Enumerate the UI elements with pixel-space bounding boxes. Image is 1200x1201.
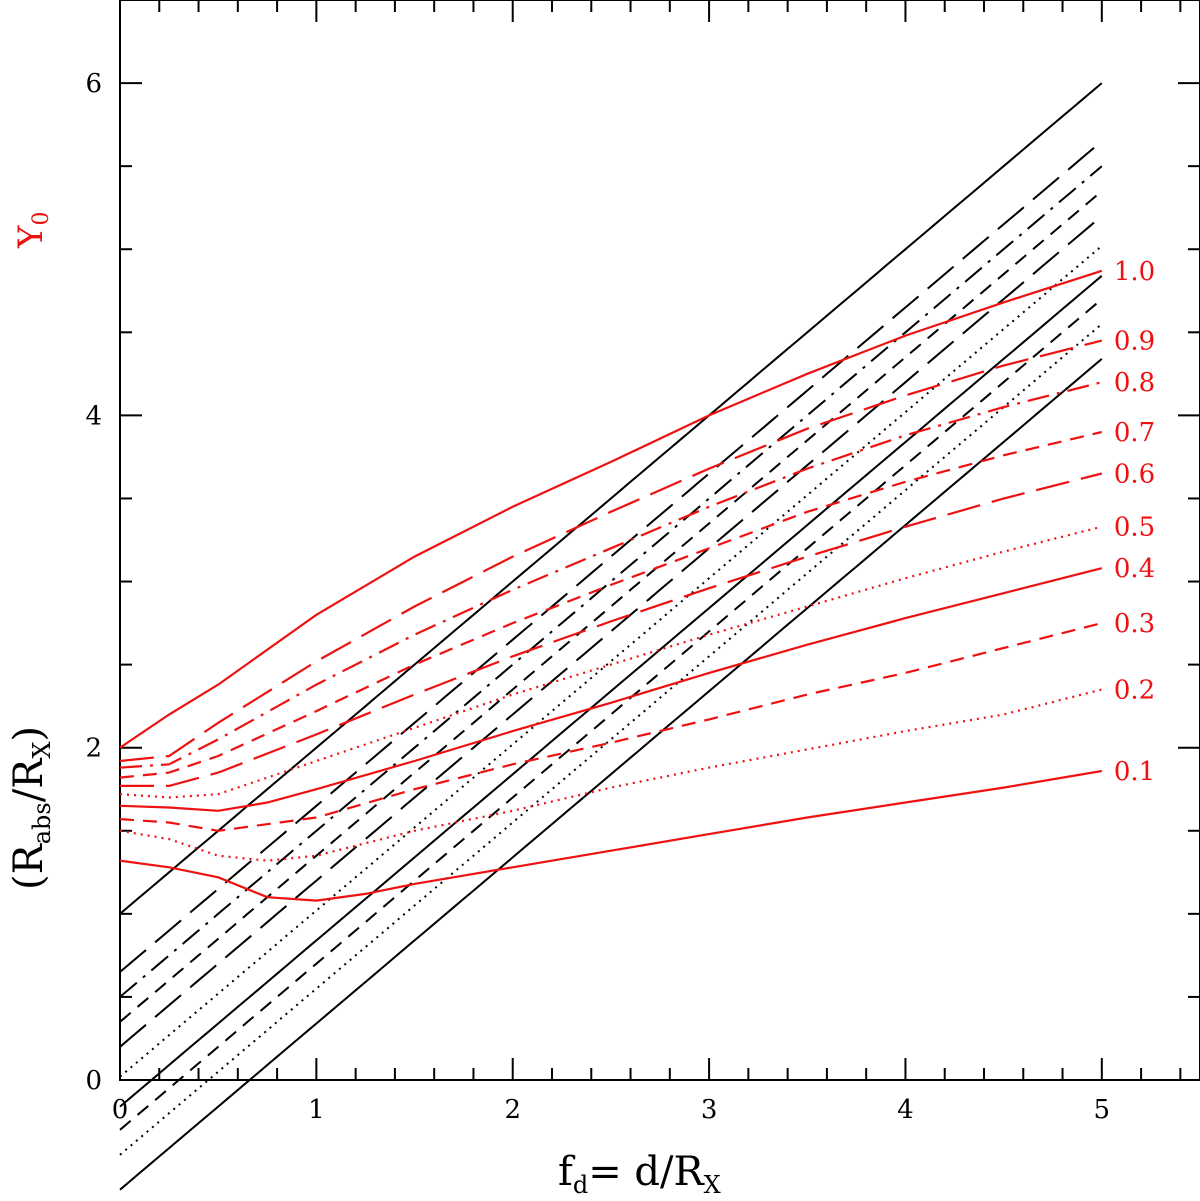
x-tick-label: 4: [897, 1095, 914, 1125]
red-series-line: [119, 769, 1102, 902]
red-series-line: [119, 381, 1103, 769]
series-label: 1.0: [1114, 257, 1155, 287]
x-tick-label: 1: [308, 1095, 325, 1125]
red-series-line: [119, 430, 1103, 779]
red-series-line: [119, 622, 1103, 832]
series-label: 0.4: [1114, 554, 1155, 584]
black-series-line: [119, 82, 1103, 915]
x-tick-label: 0: [112, 1095, 129, 1125]
series-label: 0.9: [1114, 327, 1155, 357]
x-tick-label: 5: [1094, 1095, 1111, 1125]
series-label: 0.5: [1114, 513, 1155, 543]
x-axis-title: fd= d/RX: [558, 1149, 721, 1199]
series-label: 0.3: [1114, 609, 1155, 639]
axis-ticks: [119, 0, 1200, 1081]
black-series-line: [119, 323, 1103, 1156]
black-series-line: [119, 358, 1103, 1191]
y-tick-label: 6: [85, 69, 102, 99]
black-series-line: [119, 165, 1103, 998]
red-series-line: [119, 525, 1103, 799]
black-series-line: [119, 275, 1103, 1108]
series-label: 0.8: [1114, 368, 1155, 398]
black-series-line: [119, 140, 1103, 973]
black-series-line: [119, 215, 1103, 1048]
y-axis-title: (Rabs/RX): [6, 726, 56, 890]
y-tick-labels: 0 2 4 6: [85, 69, 102, 1096]
y-tick-label: 4: [85, 401, 102, 431]
plot-frame: [119, 0, 1200, 1081]
x-tick-labels: 0 1 2 3 4 5: [112, 1095, 1110, 1125]
red-series-line: [119, 339, 1103, 763]
red-series-line: [119, 567, 1103, 812]
series-label: 0.6: [1114, 460, 1155, 490]
x-tick-label: 2: [504, 1095, 521, 1125]
series-label: 0.2: [1114, 676, 1155, 706]
series-label: 0.1: [1114, 757, 1155, 787]
y0-label: Y0: [11, 212, 54, 249]
red-series-line: [119, 269, 1103, 749]
series-label: 0.7: [1114, 418, 1155, 448]
black-series-line: [119, 190, 1103, 1023]
y-tick-label: 2: [85, 734, 102, 764]
black-series-line: [119, 298, 1103, 1131]
red-series-line: [120, 472, 1103, 788]
series-labels: 1.0 0.9 0.8 0.7 0.6 0.5 0.4 0.3 0.2 0.1: [1114, 257, 1155, 787]
x-tick-label: 3: [701, 1095, 718, 1125]
black-series-group: [119, 82, 1103, 1191]
y-tick-label: 0: [85, 1066, 102, 1096]
red-series-group: [119, 269, 1103, 902]
